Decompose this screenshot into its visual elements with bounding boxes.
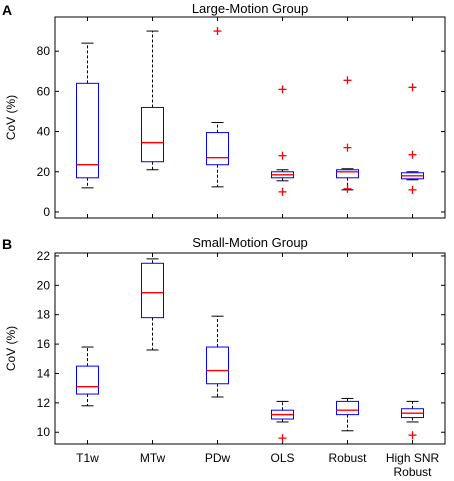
iqr-box (206, 346, 229, 385)
iqr-box (206, 132, 229, 166)
y-tick-label: 10 (37, 425, 51, 439)
y-tick-label: 0 (43, 205, 50, 219)
box-high-snr-robust (401, 400, 424, 440)
x-tick-label: MTw (140, 451, 166, 465)
chart-panel-a: A Large-Motion Group CoV (%) 0 20 40 60 80 (2, 1, 446, 219)
y-tick-label: 12 (37, 396, 51, 410)
iqr-box (76, 82, 99, 179)
outlier-marker (278, 151, 287, 160)
y-axis-label: CoV (%) (4, 326, 18, 371)
x-tick-label: OLS (270, 451, 294, 465)
box-pdw (206, 315, 229, 398)
outlier-marker (343, 143, 352, 152)
box-high-snr-robust (401, 83, 424, 194)
iqr-box (76, 365, 99, 395)
x-tick-label: T1w (76, 451, 99, 465)
box-ols (271, 85, 294, 196)
y-axis-label: CoV (%) (4, 95, 18, 140)
outlier-marker (278, 434, 287, 443)
box-ols (271, 400, 294, 443)
iqr-box (141, 106, 164, 163)
outlier-marker (408, 83, 417, 92)
box-robust (336, 76, 359, 193)
plot-area-frame (54, 252, 446, 445)
iqr-box (336, 169, 359, 179)
chart-title: Small-Motion Group (192, 235, 308, 250)
box-pdw (206, 27, 229, 188)
x-tick-label: PDw (205, 451, 231, 465)
iqr-box (336, 400, 359, 416)
chart-title: Large-Motion Group (192, 1, 308, 16)
outlier-marker (343, 76, 352, 85)
outlier-marker (343, 184, 352, 193)
box-t1w (76, 42, 99, 189)
y-tick-label: 60 (37, 84, 51, 98)
outlier-marker (408, 431, 417, 440)
outlier-marker (408, 150, 417, 159)
outlier-marker (278, 85, 287, 94)
x-tick-label: High SNR Robust (386, 451, 440, 479)
outlier-marker (278, 187, 287, 196)
outlier-marker (213, 27, 222, 36)
x-tick-label: Robust (328, 451, 367, 465)
y-tick-label: 18 (37, 308, 51, 322)
y-tick-label: 80 (37, 44, 51, 58)
y-tick-label: 20 (37, 165, 51, 179)
box-mtw (141, 258, 164, 351)
outlier-marker (408, 185, 417, 194)
box-mtw (141, 30, 164, 171)
y-tick-label: 22 (37, 249, 51, 263)
panel-label: A (2, 2, 12, 18)
iqr-box (141, 262, 164, 319)
box-t1w (76, 346, 99, 407)
panel-label: B (2, 236, 12, 252)
y-tick-label: 20 (37, 278, 51, 292)
plot-area-frame (54, 16, 446, 219)
y-tick-label: 14 (37, 366, 51, 380)
chart-panel-b: B Small-Motion Group CoV (%) 10 12 14 16 18 20 22… (2, 235, 446, 479)
box-robust (336, 397, 359, 432)
y-tick-label: 40 (37, 125, 51, 139)
y-tick-label: 16 (37, 337, 51, 351)
